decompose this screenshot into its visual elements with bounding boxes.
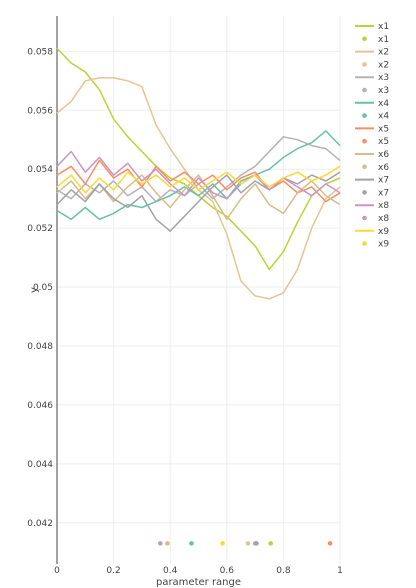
legend-marker-swatch-x1	[362, 36, 367, 42]
legend-label: x2	[378, 60, 389, 70]
series-marker-x6	[165, 541, 170, 546]
series-line-x5	[56, 159, 341, 203]
y-tick-label: 0.044	[27, 460, 53, 470]
series-line-x4	[56, 130, 341, 221]
legend-label: x7	[378, 176, 389, 186]
legend-marker-swatch-x6	[362, 164, 367, 170]
series-line-x7	[56, 171, 341, 232]
x-axis-title: parameter range	[156, 577, 241, 588]
y-tick-label: 0.05	[33, 283, 53, 293]
legend-label: x3	[378, 73, 389, 83]
x-tick-label: 0.8	[276, 566, 291, 576]
series-marker-x8	[157, 541, 163, 546]
legend-marker-swatch-x7	[362, 190, 367, 195]
series-line-x9	[56, 165, 341, 194]
legend-marker-swatch-x3	[362, 87, 367, 93]
legend-marker-swatch-x2	[362, 62, 367, 67]
series-marker-x4	[189, 541, 194, 546]
x-tick-label: 0.4	[163, 566, 178, 576]
series-marker-x7	[254, 541, 259, 546]
y-tick-label: 0.048	[27, 342, 53, 352]
legend-label: x7	[378, 188, 389, 198]
legend-label: x4	[378, 99, 389, 109]
legend-label: x1	[378, 35, 389, 45]
x-tick-label: 0.2	[106, 566, 120, 576]
legend-label: x8	[378, 201, 389, 211]
legend-label: x8	[378, 214, 389, 224]
series-lines	[56, 47, 341, 300]
legend-marker-swatch-x9	[362, 241, 367, 246]
legend-label: x4	[378, 112, 389, 122]
legend-marker-swatch-x4	[362, 113, 367, 118]
legend-marker-swatch-x8	[362, 215, 367, 221]
x-tick-labels: 0 0.2 0.4 0.6 0.8 1	[54, 566, 343, 576]
legend-label: x2	[378, 48, 389, 58]
legend-label: x5	[378, 137, 389, 147]
series-markers	[157, 541, 333, 546]
y-tick-label: 0.054	[27, 165, 53, 175]
y-tick-labels: 0.042 0.044 0.046 0.048 0.05 0.052 0.054 0.056 0…	[27, 47, 53, 528]
grid	[56, 16, 341, 564]
series-line-x8	[56, 150, 341, 200]
y-tick-label: 0.056	[27, 106, 53, 116]
legend-label: x5	[378, 124, 389, 134]
series-line-x6	[56, 174, 341, 221]
series-marker-x1	[268, 541, 273, 546]
series-line-x2	[56, 77, 341, 300]
legend: x1 x1 x2 x2 x3 x3 x4 x4 x5 x5 x6 x6 x7 x7 x8 x8 x9 x9	[355, 22, 389, 250]
legend-label: x3	[378, 86, 389, 96]
y-tick-label: 0.046	[27, 401, 53, 411]
x-tick-label: 0.6	[220, 566, 235, 576]
legend-marker-swatch-x5	[362, 138, 367, 144]
series-line-x1	[56, 47, 341, 271]
y-tick-label: 0.042	[27, 519, 53, 529]
series-marker-x2	[245, 541, 251, 546]
x-tick-label: 0	[54, 566, 60, 576]
legend-label: x9	[378, 240, 389, 250]
legend-label: x9	[378, 227, 389, 237]
series-marker-x5	[327, 541, 333, 546]
legend-label: x1	[378, 22, 389, 32]
legend-label: x6	[378, 163, 389, 173]
y-tick-label: 0.058	[27, 47, 53, 57]
y-axis-title: y	[29, 287, 40, 293]
series-marker-x9	[220, 541, 225, 546]
x-tick-label: 1	[337, 566, 343, 576]
y-tick-label: 0.052	[27, 224, 53, 234]
legend-label: x6	[378, 150, 389, 160]
